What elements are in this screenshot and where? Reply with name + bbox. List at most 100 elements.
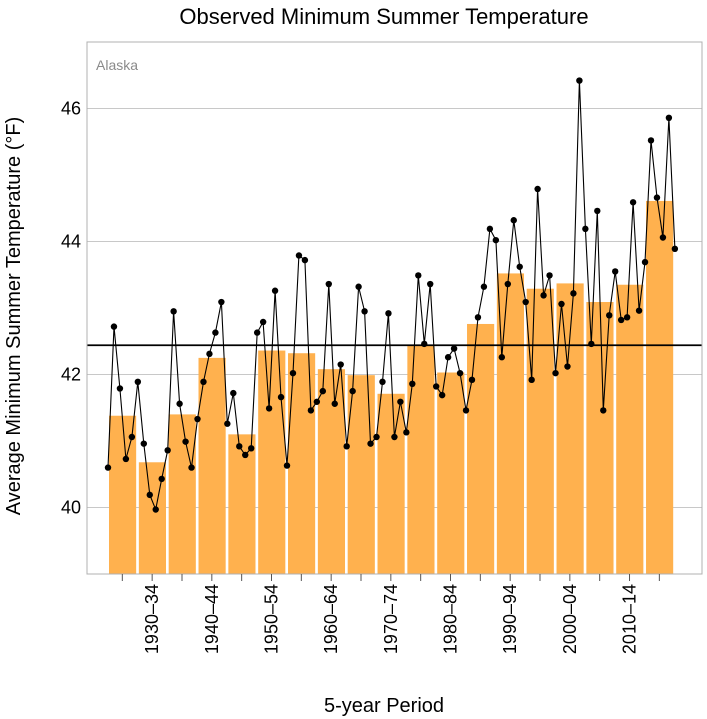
- point-1952: [265, 405, 273, 412]
- point-1930: [134, 378, 142, 386]
- point-1970: [373, 433, 380, 441]
- point-1959: [307, 407, 315, 414]
- point-2018: [659, 234, 667, 241]
- point-1981: [438, 391, 446, 399]
- point-1977: [415, 272, 422, 279]
- point-1963: [331, 400, 338, 407]
- point-1998: [540, 292, 547, 299]
- x-tick-label: 1950–54: [261, 584, 281, 654]
- point-1989: [486, 225, 494, 233]
- point-1955: [283, 462, 291, 469]
- x-tick-label: 2010–14: [620, 584, 640, 654]
- x-tick-label: 2000–04: [560, 584, 580, 654]
- point-1992: [504, 280, 511, 288]
- point-1965: [343, 443, 350, 450]
- point-2005: [582, 225, 589, 233]
- bars: [109, 200, 674, 574]
- point-2012: [623, 314, 631, 321]
- bar-1990: [496, 273, 525, 574]
- bar-1935: [168, 414, 196, 574]
- point-2007: [594, 207, 601, 215]
- bar-1995: [526, 288, 554, 574]
- point-1926: [110, 323, 118, 330]
- point-1987: [474, 314, 482, 321]
- point-1941: [200, 378, 207, 386]
- point-1946: [230, 389, 237, 397]
- point-1983: [450, 345, 458, 352]
- point-2008: [600, 407, 607, 414]
- point-2003: [570, 290, 577, 297]
- bar-1965: [347, 375, 375, 574]
- point-1956: [289, 369, 297, 377]
- bar-1960: [317, 369, 346, 574]
- point-1986: [468, 376, 476, 384]
- point-2001: [558, 300, 565, 308]
- bar-1975: [407, 345, 435, 574]
- point-1957: [295, 252, 303, 259]
- point-1988: [480, 283, 488, 290]
- point-2006: [588, 340, 595, 348]
- bar-1980: [437, 372, 465, 574]
- point-1933: [152, 506, 159, 513]
- y-axis-ticks: 40 42 44 46: [61, 99, 81, 518]
- point-1993: [510, 217, 517, 224]
- point-1937: [176, 400, 183, 407]
- point-1935: [164, 447, 171, 454]
- point-2020: [671, 245, 679, 253]
- point-2002: [564, 363, 571, 370]
- point-1934: [158, 475, 165, 483]
- point-1979: [427, 280, 434, 288]
- plot-frame: [86, 41, 703, 575]
- point-1950: [253, 329, 261, 336]
- point-2017: [653, 194, 661, 201]
- bar-1950: [258, 350, 286, 574]
- point-1940: [194, 415, 201, 423]
- point-1954: [277, 393, 285, 401]
- point-2009: [606, 312, 613, 319]
- point-1962: [325, 280, 332, 288]
- point-1994: [516, 263, 523, 270]
- point-1984: [456, 369, 464, 377]
- point-1966: [349, 387, 356, 395]
- point-1942: [206, 350, 213, 358]
- point-2011: [617, 316, 625, 324]
- point-1985: [462, 407, 470, 414]
- point-1982: [444, 354, 452, 361]
- bar-1940: [198, 357, 226, 574]
- annual-points: [104, 77, 679, 513]
- point-1971: [379, 378, 386, 386]
- point-1974: [397, 398, 404, 405]
- point-1980: [432, 383, 440, 390]
- y-axis-label: Average Minimum Summer Temperature (°F): [3, 117, 25, 516]
- bar-1945: [228, 434, 256, 574]
- point-1945: [224, 420, 231, 427]
- annual-series-line: [107, 80, 676, 512]
- bar-1985: [467, 323, 495, 574]
- point-1925: [104, 464, 112, 471]
- point-1960: [313, 398, 321, 405]
- y-tick-label: 40: [61, 498, 81, 518]
- point-1967: [355, 283, 362, 290]
- bar-1970: [377, 393, 405, 574]
- point-1944: [218, 298, 225, 306]
- y-tick-label: 42: [61, 365, 81, 385]
- region-label: Alaska: [96, 57, 138, 73]
- x-tick-label: 1940–44: [202, 584, 222, 654]
- point-1928: [122, 455, 130, 463]
- point-1938: [182, 438, 189, 445]
- point-1931: [140, 440, 148, 447]
- x-axis-label: 5-year Period: [324, 695, 444, 717]
- point-1978: [421, 340, 428, 348]
- x-tick-label: 1930–34: [142, 584, 162, 654]
- point-1997: [534, 185, 541, 193]
- point-1991: [498, 354, 506, 361]
- point-1951: [259, 318, 267, 326]
- point-1976: [409, 380, 416, 388]
- point-1995: [522, 298, 529, 306]
- point-1964: [337, 361, 344, 368]
- point-1958: [301, 256, 309, 264]
- x-axis-ticks: 1930–34 1940–44 1950–54 1960–64 1970–74 1980–…: [121, 574, 660, 654]
- point-1990: [492, 236, 500, 244]
- bar-2005: [586, 302, 614, 574]
